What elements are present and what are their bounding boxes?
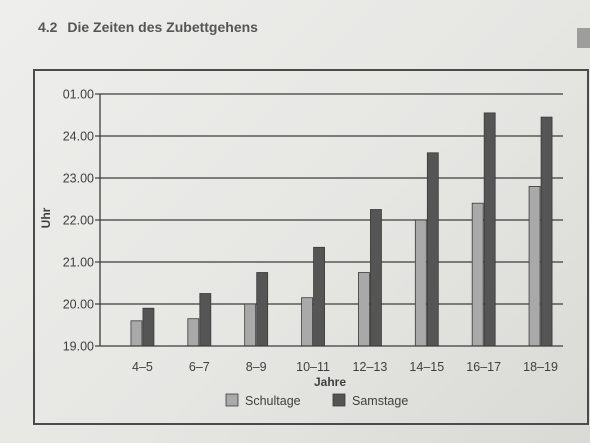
bar-schultage-3	[301, 297, 313, 347]
legend-label: Schultage	[245, 394, 301, 408]
chart-frame	[33, 69, 589, 425]
x-tick-label: 18–19	[523, 360, 558, 374]
bar-schultage-0	[130, 320, 143, 347]
legend-item-schultage: Schultage	[225, 393, 301, 408]
section-title: Die Zeiten des Zubettgehens	[67, 19, 258, 35]
bar-samstage-5	[426, 152, 439, 347]
bar-schultage-7	[528, 185, 541, 347]
bars	[130, 112, 553, 347]
section-heading: 4.2 Die Zeiten des Zubettgehens	[38, 19, 258, 35]
bar-schultage-5	[414, 219, 427, 347]
bar-schultage-4	[358, 272, 370, 347]
bar-samstage-1	[199, 293, 212, 347]
section-number: 4.2	[38, 19, 58, 35]
legend-swatch	[225, 393, 239, 407]
bar-samstage-7	[540, 116, 553, 347]
legend-item-samstage: Samstage	[332, 393, 408, 408]
bar-schultage-1	[187, 318, 200, 347]
legend-swatch	[332, 393, 346, 407]
bar-schultage-2	[244, 303, 257, 347]
y-tick-label: 22.00	[63, 214, 94, 228]
legend-label: Samstage	[352, 394, 408, 408]
x-tick-label: 4–5	[132, 360, 153, 374]
y-tick-label: 01.00	[63, 88, 94, 102]
x-tick-label: 14–15	[409, 360, 444, 374]
x-tick-labels: 4–5 6–7 8–9 10–11 12–13 14–15 16–17 18–19	[132, 360, 558, 374]
y-tick-label: 19.00	[63, 340, 94, 354]
y-tick-label: 20.00	[63, 298, 94, 312]
axes	[95, 93, 563, 347]
y-tick-label: 21.00	[63, 256, 94, 270]
y-axis-label: Uhr	[39, 207, 53, 228]
x-tick-label: 16–17	[466, 360, 501, 374]
x-tick-label: 6–7	[189, 360, 210, 374]
bar-samstage-6	[483, 112, 496, 347]
y-tick-label: 23.00	[63, 172, 94, 186]
x-tick-label: 8–9	[246, 360, 267, 374]
y-tick-labels: 19.00 20.00 21.00 22.00 23.00 24.00 01.00	[63, 88, 94, 354]
bar-schultage-6	[471, 202, 484, 347]
y-tick-label: 24.00	[63, 130, 94, 144]
bar-samstage-2	[256, 272, 269, 347]
legend: Schultage Samstage	[225, 393, 408, 408]
x-axis-label: Jahre	[314, 375, 346, 389]
bar-samstage-0	[142, 307, 155, 347]
x-tick-label: 12–13	[353, 360, 388, 374]
bar-samstage-4	[370, 209, 382, 347]
bar-samstage-3	[313, 246, 325, 347]
x-tick-label: 10–11	[296, 360, 330, 374]
page-tab-marker	[577, 28, 590, 48]
